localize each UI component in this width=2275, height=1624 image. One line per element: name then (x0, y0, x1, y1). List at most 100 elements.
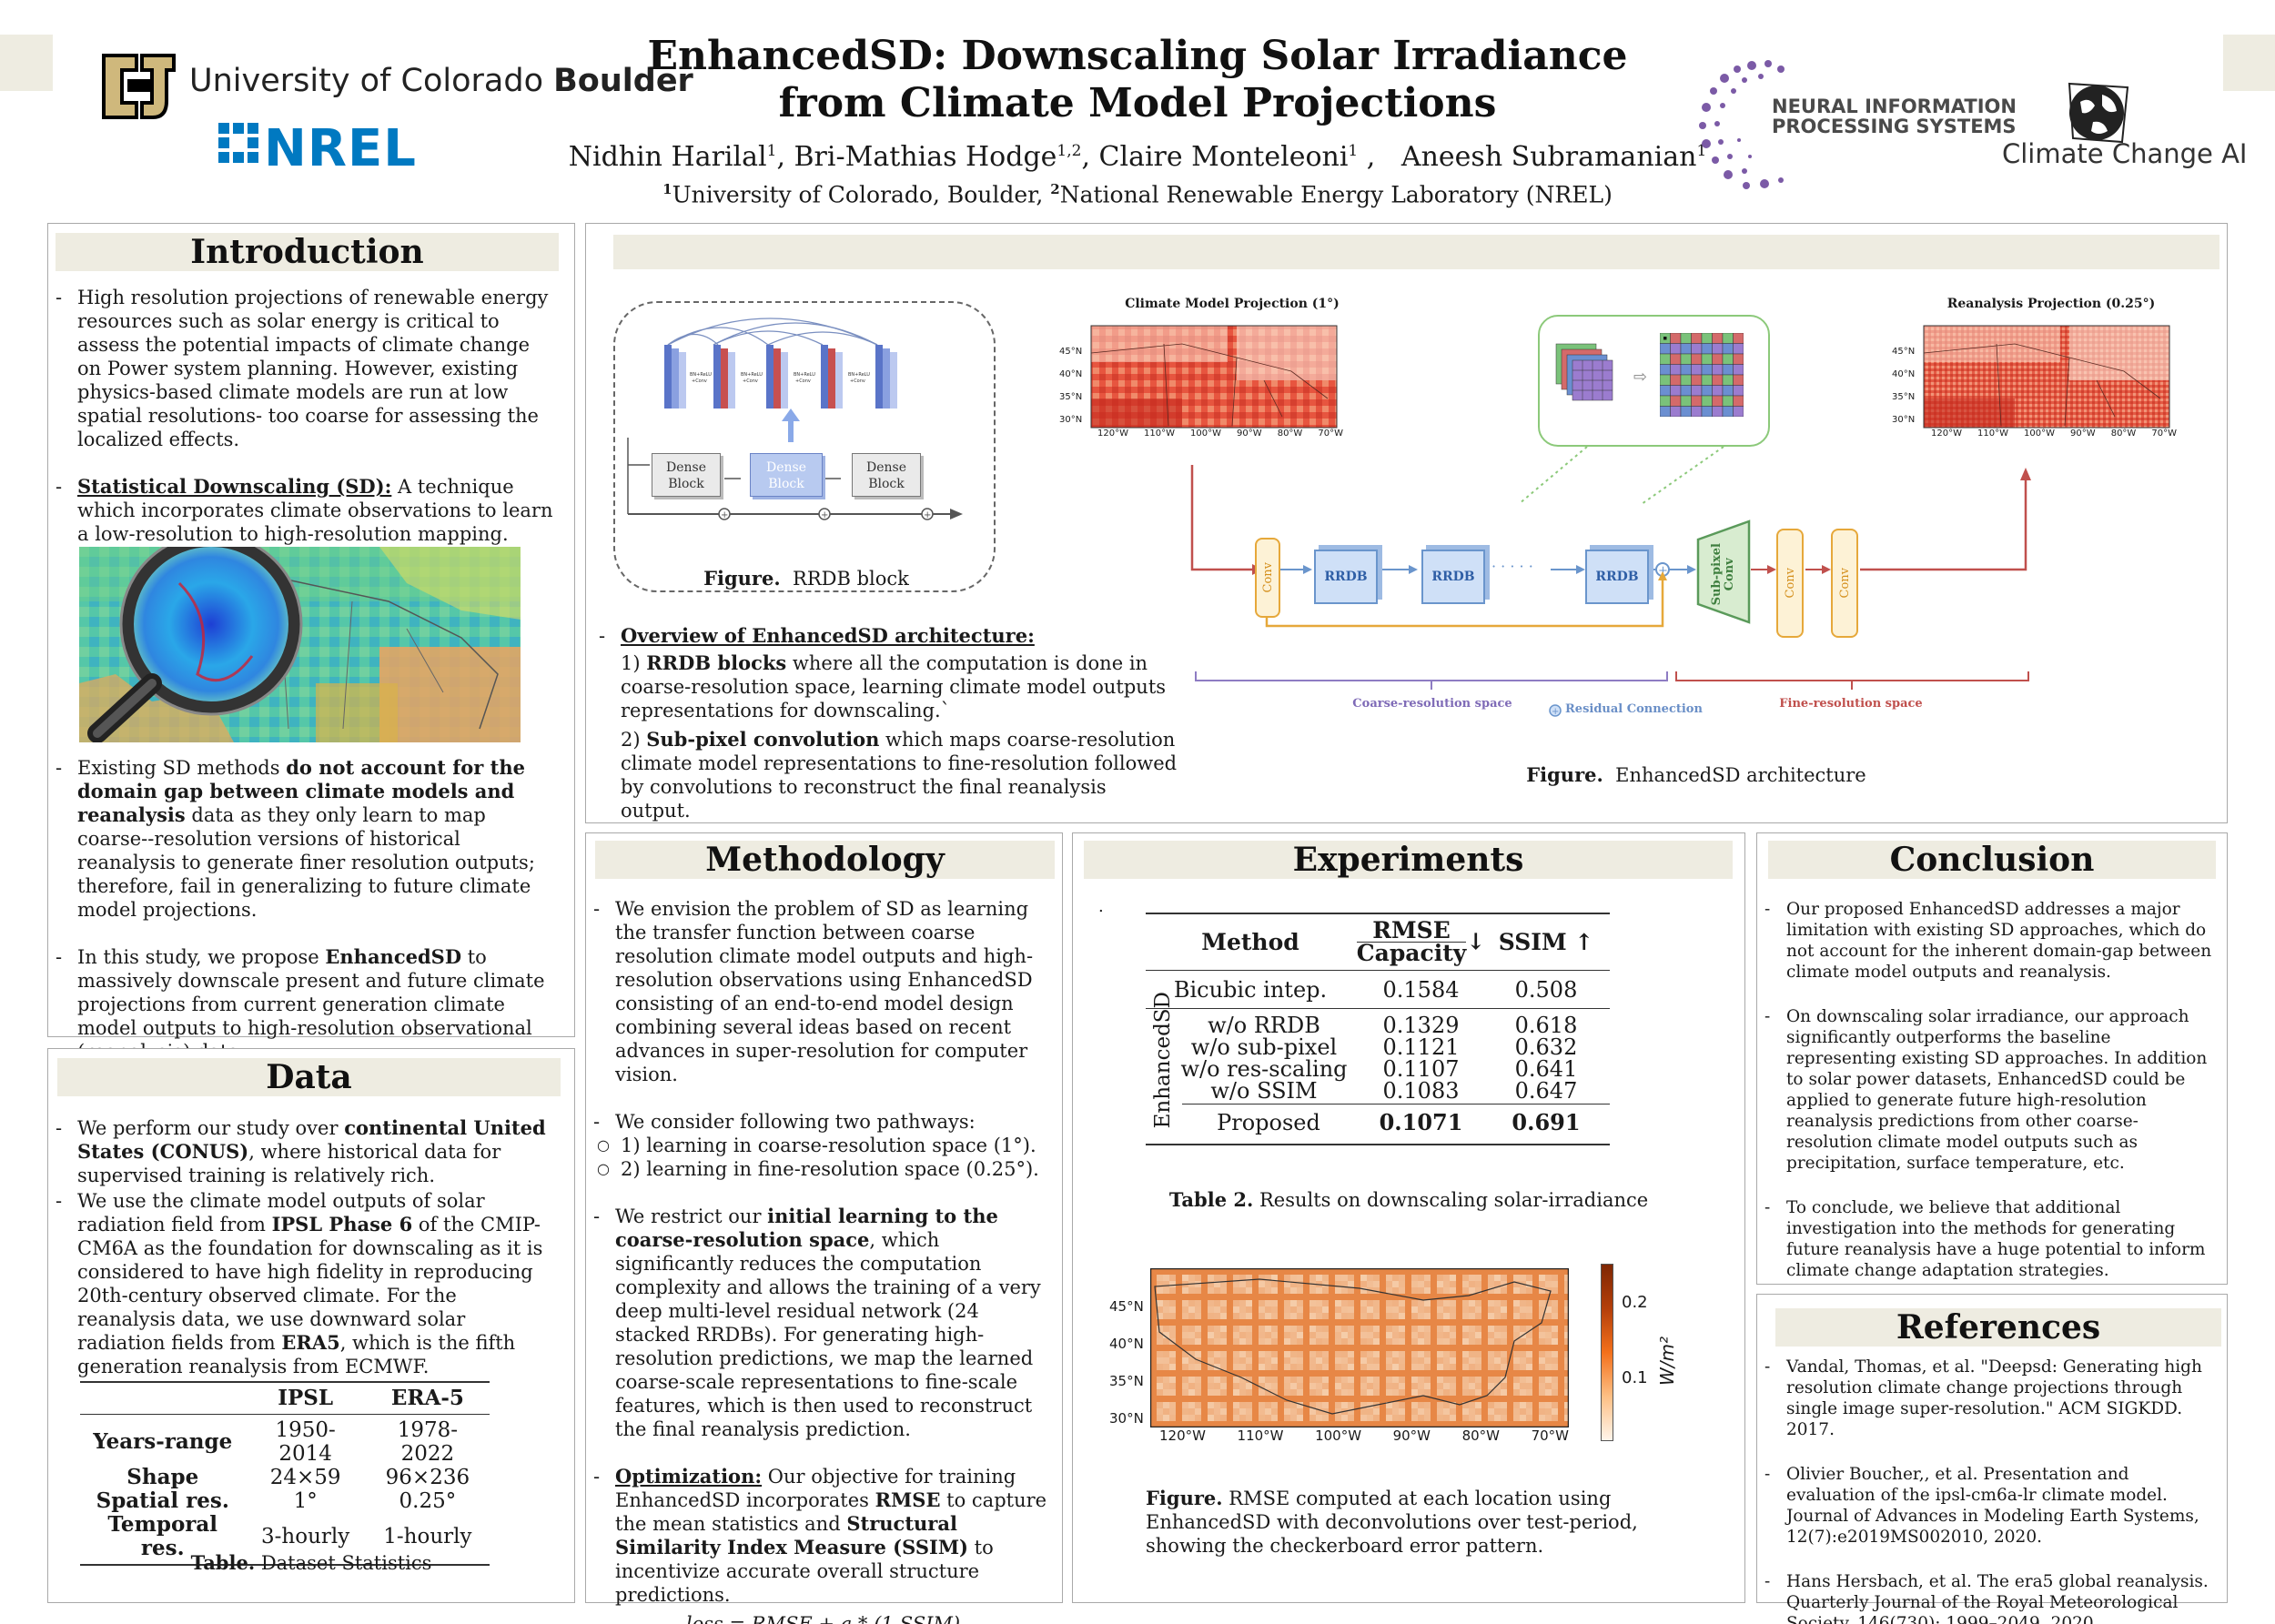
rmse-cell (1462, 1300, 1469, 1306)
rmse-cell (1348, 1402, 1354, 1408)
rmse-cell (1284, 1313, 1290, 1319)
rmse-cell (1564, 1364, 1569, 1370)
rmse-cell (1488, 1364, 1494, 1370)
rmse-cell (1220, 1415, 1227, 1421)
rmse-cell (1564, 1287, 1569, 1294)
rmse-cell (1450, 1275, 1456, 1281)
rmse-cell (1169, 1332, 1176, 1338)
rmse-cell (1322, 1313, 1329, 1319)
rmse-cell (1309, 1396, 1316, 1402)
rmse-cell (1259, 1389, 1265, 1396)
author-4: , Aneesh Subramanian (1358, 141, 1697, 173)
rmse-cell (1456, 1287, 1462, 1294)
data-title: Data (57, 1058, 561, 1096)
rmse-cell (1380, 1287, 1386, 1294)
rmse-cell (1488, 1338, 1494, 1345)
rmse-cell (1399, 1275, 1405, 1281)
rmse-cell (1558, 1268, 1564, 1275)
rmse-cell (1475, 1275, 1481, 1281)
title-line-1: EnhancedSD: Downscaling Solar Irradiance (647, 33, 1628, 79)
rmse-cell (1220, 1402, 1227, 1408)
neurips-logo-text: NEURAL INFORMATION PROCESSING SYSTEMS (1772, 96, 2017, 136)
rmse-cell (1169, 1408, 1176, 1415)
rmse-cell (1545, 1396, 1552, 1402)
rmse-cell (1341, 1326, 1348, 1332)
rmse-cell (1290, 1389, 1297, 1396)
rmse-cell (1373, 1389, 1380, 1396)
rmse-cell (1532, 1281, 1539, 1287)
rmse-cell (1360, 1421, 1367, 1427)
rmse-cell (1386, 1338, 1392, 1345)
rmse-cell (1469, 1370, 1475, 1377)
rmse-cell (1239, 1364, 1246, 1370)
svg-text:+Conv: +Conv (692, 378, 707, 384)
rmse-cell (1335, 1287, 1341, 1294)
rmse-cell (1150, 1389, 1157, 1396)
rmse-cell (1303, 1370, 1309, 1377)
rmse-cell (1450, 1415, 1456, 1421)
rmse-cell (1227, 1389, 1233, 1396)
rmse-cell (1488, 1408, 1494, 1415)
rmse-cell (1373, 1415, 1380, 1421)
rmse-cell (1513, 1389, 1520, 1396)
rmse-cell (1526, 1415, 1532, 1421)
lon-label: 80°W (1461, 1427, 1500, 1444)
rmse-cell (1303, 1306, 1309, 1313)
rmse-cell (1418, 1408, 1424, 1415)
rmse-cell (1532, 1357, 1539, 1364)
climate-model-map-title: Climate Model Projection (1°) (1125, 297, 1340, 311)
rmse-cell (1513, 1408, 1520, 1415)
rmse-cell (1507, 1319, 1513, 1326)
rmse-cell (1265, 1281, 1271, 1287)
rmse-cell (1380, 1275, 1386, 1281)
rmse-cell (1360, 1287, 1367, 1294)
rmse-cell (1399, 1383, 1405, 1389)
rmse-cell (1303, 1319, 1309, 1326)
rmse-cell (1246, 1402, 1252, 1408)
rmse-cell (1188, 1294, 1195, 1300)
rmse-cell (1259, 1377, 1265, 1383)
rmse-cell (1411, 1389, 1418, 1396)
rmse-cell (1214, 1306, 1220, 1313)
rmse-cell (1552, 1294, 1558, 1300)
rmse-cell (1354, 1364, 1360, 1370)
rmse-cell (1265, 1275, 1271, 1281)
rmse-cell (1411, 1396, 1418, 1402)
rmse-cell (1481, 1313, 1488, 1319)
rmse-cell (1526, 1287, 1532, 1294)
rmse-cell (1182, 1370, 1188, 1377)
rmse-cell (1233, 1332, 1239, 1338)
rmse-cell (1169, 1389, 1176, 1396)
rmse-cell (1341, 1275, 1348, 1281)
rmse-cell (1188, 1408, 1195, 1415)
data-2e: , which is the fifth generation reanalys… (77, 1332, 516, 1377)
rmse-cell (1494, 1351, 1501, 1357)
rmse-cell (1297, 1357, 1303, 1364)
rmse-cell (1290, 1287, 1297, 1294)
rmse-cell (1488, 1415, 1494, 1421)
rmse-cell (1507, 1389, 1513, 1396)
rmse-cell (1552, 1357, 1558, 1364)
rmse-cell (1163, 1345, 1169, 1351)
rmse-cell (1169, 1306, 1176, 1313)
loss-equation: loss = RMSE + a * (1-SSIM) (685, 1613, 961, 1624)
rmse-cell (1335, 1415, 1341, 1421)
rmse-cell (1271, 1389, 1278, 1396)
rmse-cell (1475, 1313, 1481, 1319)
rmse-cell (1316, 1364, 1322, 1370)
rmse-cell (1494, 1275, 1501, 1281)
rmse-cell (1271, 1287, 1278, 1294)
result-cell: Proposed (1217, 1109, 1320, 1135)
rmse-cell (1399, 1306, 1405, 1313)
rmse-cell (1367, 1383, 1373, 1389)
rmse-cell (1239, 1408, 1246, 1415)
rmse-cell (1418, 1357, 1424, 1364)
rmse-cell (1284, 1345, 1290, 1351)
rmse-cell (1233, 1377, 1239, 1383)
rmse-cell (1564, 1275, 1569, 1281)
rmse-cell (1329, 1287, 1335, 1294)
intro-3b: do not account for the domain gap betwee… (77, 756, 525, 826)
rmse-cell (1195, 1396, 1201, 1402)
rmse-cell (1329, 1351, 1335, 1357)
result-cell: 0.632 (1514, 1034, 1578, 1060)
